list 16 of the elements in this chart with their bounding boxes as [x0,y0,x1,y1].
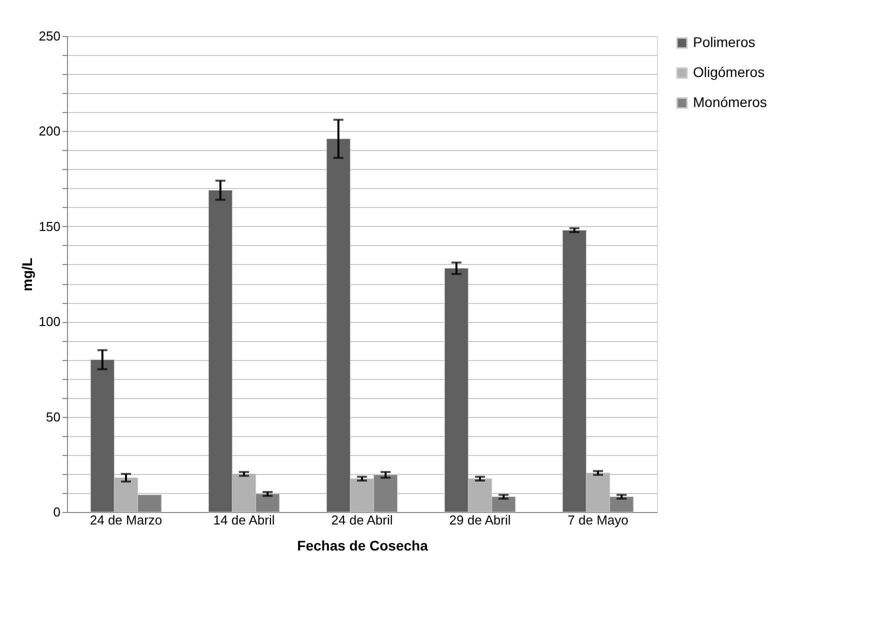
x-axis-title: Fechas de Cosecha [297,538,428,554]
y-axis-title: mg/L [18,257,35,292]
x-tick-label: 24 de Marzo [90,512,162,528]
y-tick-label: 150 [38,218,60,234]
x-tick-label: 29 de Abril [449,512,511,528]
x-tick-label: 7 de Mayo [568,512,628,528]
y-tick-label: 250 [38,28,60,44]
x-tick-label: 14 de Abril [213,512,275,528]
x-tick-label: 24 de Abril [331,512,393,528]
y-tick-label: 50 [46,409,60,424]
y-tick-label: 100 [38,314,60,330]
legend-label: Oligómeros [693,64,765,80]
legend-label: Monómeros [693,94,767,110]
legend-label: Polimeros [693,34,756,50]
y-tick-label: 0 [53,504,60,520]
y-tick-label: 200 [38,124,60,139]
